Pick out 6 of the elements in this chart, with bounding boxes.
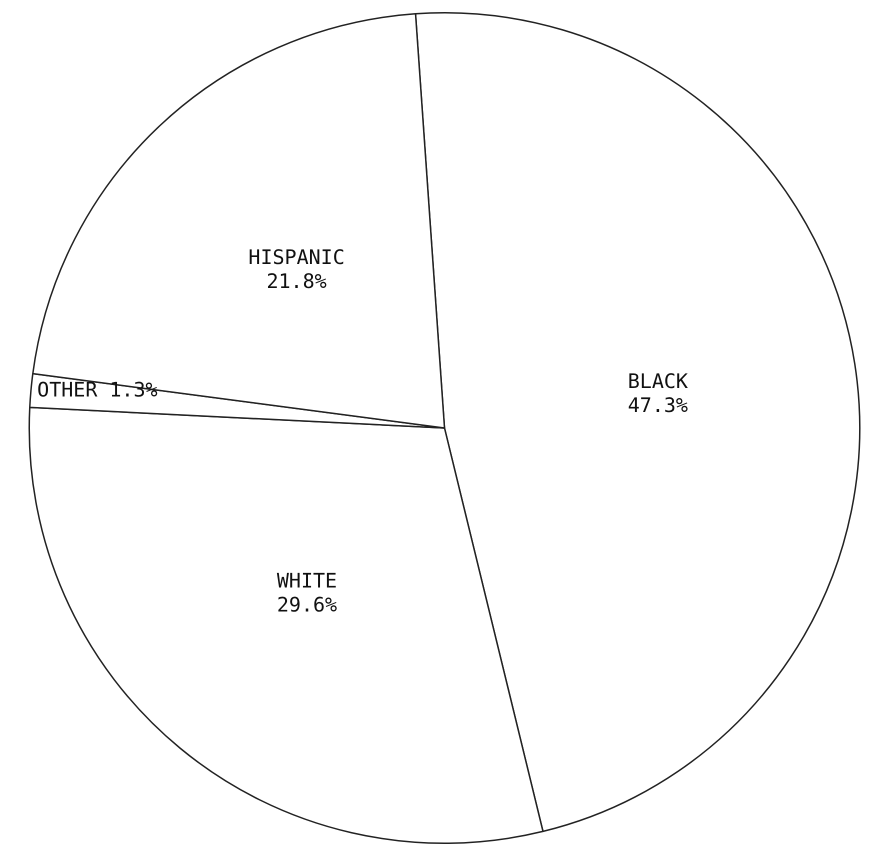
data-label: 29.6% [276, 592, 338, 617]
data-label: 47.3% [628, 392, 688, 417]
data-label: 21.8% [266, 268, 327, 293]
slice-label: WHITE [276, 568, 338, 593]
slice-label: BLACK [628, 368, 688, 393]
slice-label: HISPANIC [248, 244, 345, 269]
